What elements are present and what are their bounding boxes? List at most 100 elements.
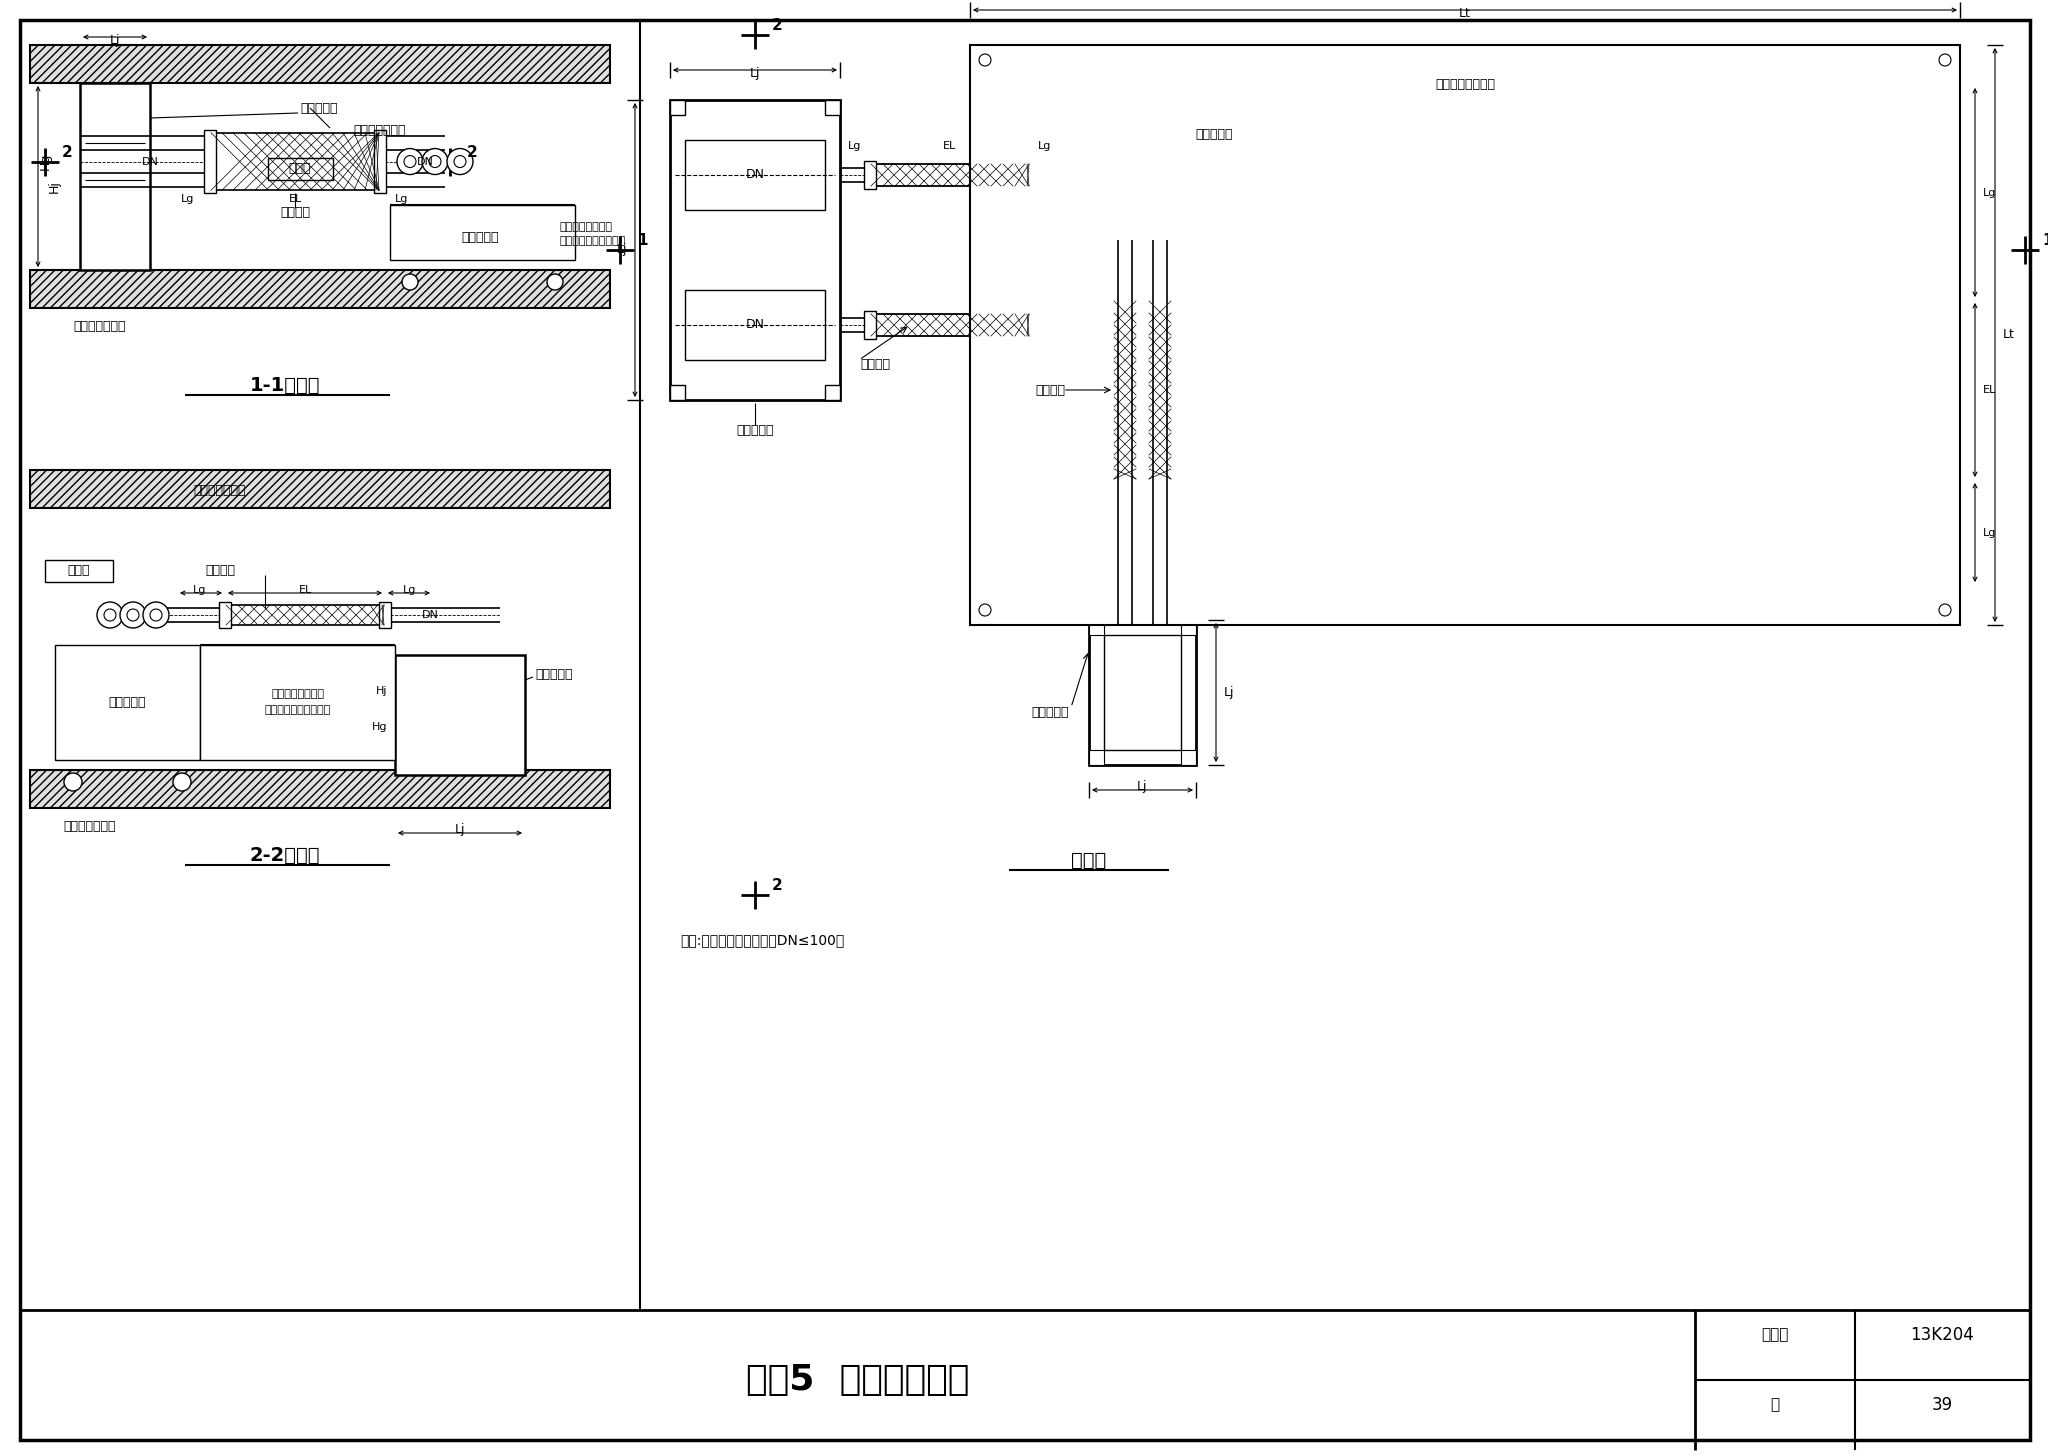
Bar [45,561,113,582]
Bar [379,601,391,628]
Text: 隔震层下部结构: 隔震层下部结构 [63,820,117,833]
Text: DN: DN [416,157,434,166]
Circle shape [401,274,418,290]
Text: 2: 2 [61,144,74,160]
Circle shape [104,609,117,622]
Bar [870,165,1030,186]
Circle shape [96,601,123,628]
Bar [205,130,215,194]
Text: Lj: Lj [1225,686,1235,699]
Text: EL: EL [289,194,301,204]
Text: DN: DN [745,169,764,182]
Bar [864,162,877,189]
Text: EL: EL [299,585,311,596]
Bar [825,100,840,115]
Text: 热镀锌钢板或不锈钢板: 热镀锌钢板或不锈钢板 [559,236,627,246]
Bar [1182,620,1196,635]
Bar [1090,750,1104,764]
Text: 地面式移动车平台: 地面式移动车平台 [559,221,612,232]
Bar [395,655,524,775]
Text: 金属软管: 金属软管 [281,205,309,218]
Bar [80,83,150,269]
Text: 2: 2 [772,878,782,893]
Text: 下固定台架: 下固定台架 [1032,706,1069,719]
Bar [1149,300,1171,480]
Bar [1024,312,1036,339]
Bar [1110,475,1139,486]
Bar [55,645,201,760]
Text: 隔震层上部结构: 隔震层上部结构 [354,125,406,137]
Bar [684,290,825,360]
Text: Lg: Lg [848,141,862,151]
Text: Lg: Lg [1038,141,1053,151]
Bar [31,45,610,83]
Bar [31,770,610,808]
Bar [1182,750,1196,764]
Bar [1110,294,1139,306]
Text: 2: 2 [467,144,477,160]
Bar [211,132,381,191]
Circle shape [446,149,473,175]
Text: 13K204: 13K204 [1911,1326,1974,1344]
Text: Lg: Lg [193,585,207,596]
Text: 配管移动车: 配管移动车 [1194,128,1233,141]
Text: 平面图: 平面图 [1071,850,1106,869]
Circle shape [143,601,170,628]
Circle shape [547,274,563,290]
Circle shape [979,604,991,616]
Text: 热镀锌钢板或不锈钢板: 热镀锌钢板或不锈钢板 [264,706,330,715]
Text: 39: 39 [1931,1396,1954,1414]
Bar [1147,475,1174,486]
Text: DN: DN [422,610,438,620]
Text: 金属软管: 金属软管 [205,563,236,577]
Text: 附录5  水平隔震连接: 附录5 水平隔震连接 [745,1363,969,1396]
Text: 说明:适用于管道公称直径DN≤100。: 说明:适用于管道公称直径DN≤100。 [680,933,844,946]
Circle shape [403,156,416,167]
Text: 配管移动车: 配管移动车 [109,696,145,709]
Circle shape [455,156,467,167]
Text: 隔震层下部结构: 隔震层下部结构 [74,319,127,332]
Text: Hg: Hg [371,722,387,732]
Bar [670,384,684,400]
Text: 上固定台架: 上固定台架 [299,102,338,115]
Bar [1147,294,1174,306]
Text: EL: EL [1982,384,1997,395]
Text: Lj: Lj [111,33,121,47]
Text: 隔震层上部结构: 隔震层上部结构 [195,483,246,496]
Text: Lg: Lg [403,585,416,596]
Circle shape [1939,604,1952,616]
Circle shape [63,773,82,791]
Bar [31,269,610,309]
Bar [1090,620,1104,635]
Circle shape [397,149,424,175]
Bar [268,159,334,181]
Bar [670,100,684,115]
Text: EL: EL [944,141,956,151]
Bar [1024,162,1036,189]
Bar [864,312,877,339]
Text: Lg: Lg [1982,527,1997,537]
Text: 1: 1 [2042,233,2048,248]
Text: Hj: Hj [375,686,387,696]
Text: Lj: Lj [616,243,627,256]
Text: 下固定台架: 下固定台架 [535,668,573,681]
Text: DN: DN [141,157,158,166]
Text: 地面式移动车平台: 地面式移动车平台 [270,690,324,699]
Bar [684,140,825,210]
Text: 2: 2 [772,17,782,33]
Text: DN: DN [745,319,764,332]
Text: 地面式移动车平台: 地面式移动车平台 [1436,79,1495,92]
Bar [1114,300,1137,480]
Bar [1104,635,1182,750]
Bar [219,601,231,628]
Text: Lt: Lt [1458,7,1470,20]
Text: Hj: Hj [47,181,61,194]
Text: Lg: Lg [1982,188,1997,198]
Circle shape [422,149,449,175]
Text: Lj: Lj [1137,780,1147,794]
Text: 隔震层: 隔震层 [289,163,311,176]
Text: 配管移动车: 配管移动车 [461,232,500,245]
Bar [225,606,385,625]
Text: 上固定台架: 上固定台架 [735,424,774,437]
Text: Lg: Lg [395,194,410,204]
